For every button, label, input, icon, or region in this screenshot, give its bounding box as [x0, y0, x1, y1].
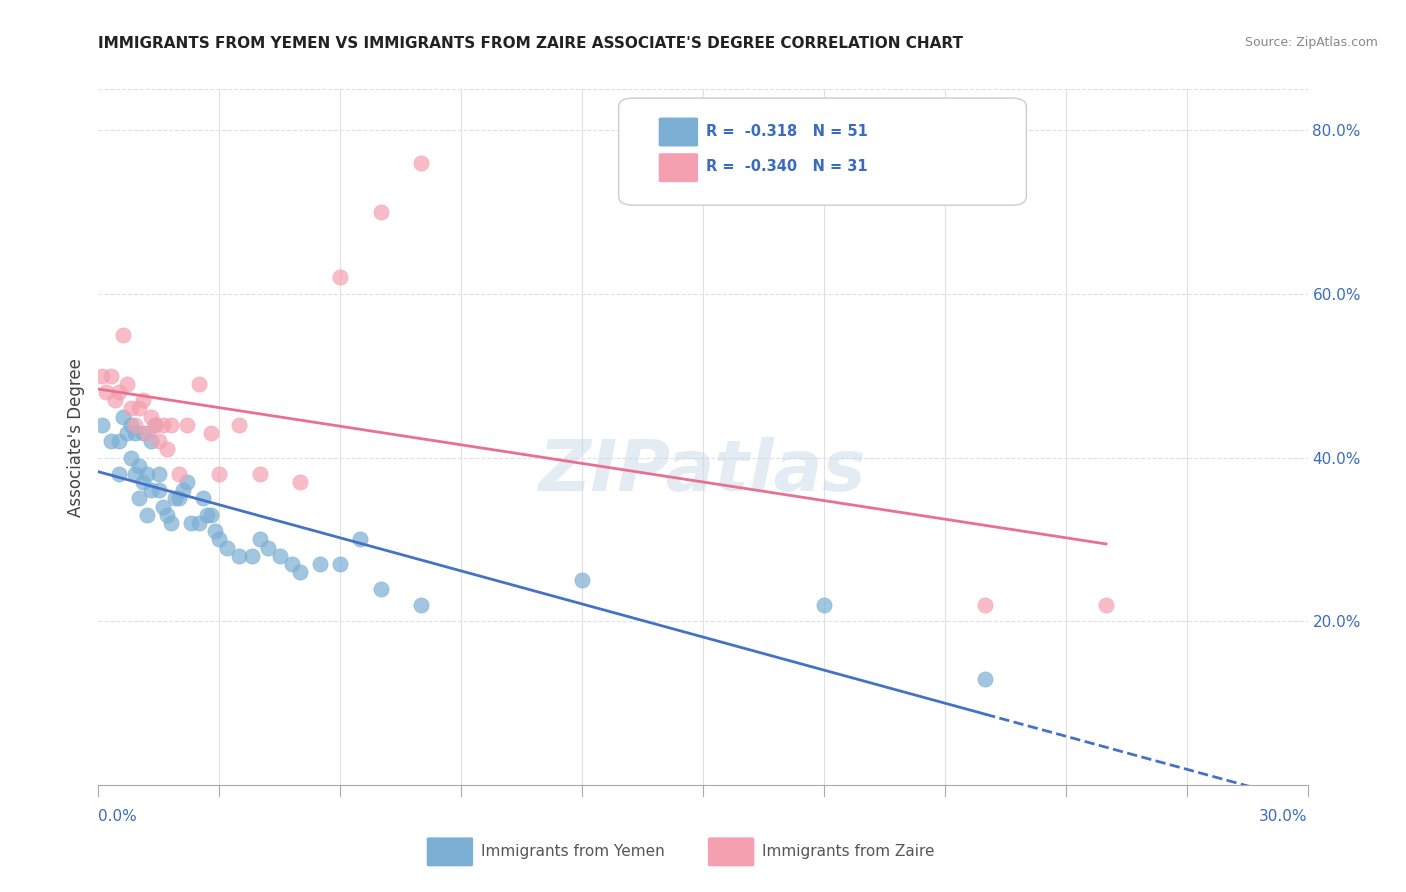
Point [148, 434, 170, 449]
Point [974, 672, 997, 686]
Point [172, 483, 194, 498]
Point [188, 516, 211, 530]
Point [152, 417, 174, 432]
Point [100, 368, 122, 383]
Text: ZIPatlas: ZIPatlas [540, 437, 866, 507]
Point [139, 434, 162, 449]
Text: Immigrants from Zaire: Immigrants from Zaire [762, 845, 935, 859]
Point [176, 417, 198, 432]
Point [132, 393, 155, 408]
Text: R =  -0.340   N = 31: R = -0.340 N = 31 [706, 160, 868, 174]
Point [1095, 598, 1118, 612]
Point [120, 401, 142, 416]
Point [409, 156, 432, 170]
Point [124, 417, 146, 432]
Point [135, 425, 157, 440]
Point [139, 483, 162, 498]
Point [195, 508, 218, 522]
Point [208, 533, 231, 547]
Point [143, 417, 166, 432]
Point [974, 598, 997, 612]
Point [813, 598, 835, 612]
Point [228, 417, 250, 432]
Point [128, 401, 150, 416]
Point [103, 393, 125, 408]
Point [288, 475, 311, 489]
Point [228, 549, 250, 563]
Point [152, 500, 174, 514]
Point [208, 467, 231, 481]
Point [128, 491, 150, 506]
Point [111, 327, 134, 342]
Y-axis label: Associate's Degree: Associate's Degree [66, 358, 84, 516]
Point [180, 516, 202, 530]
Point [204, 524, 226, 539]
Point [288, 565, 311, 579]
Point [269, 549, 291, 563]
Text: IMMIGRANTS FROM YEMEN VS IMMIGRANTS FROM ZAIRE ASSOCIATE'S DEGREE CORRELATION CH: IMMIGRANTS FROM YEMEN VS IMMIGRANTS FROM… [98, 36, 963, 51]
Point [124, 425, 146, 440]
Point [349, 533, 371, 547]
Point [200, 425, 222, 440]
Text: 30.0%: 30.0% [1260, 809, 1308, 823]
Point [188, 376, 211, 391]
Point [240, 549, 263, 563]
Text: 0.0%: 0.0% [98, 809, 138, 823]
Text: Immigrants from Yemen: Immigrants from Yemen [481, 845, 665, 859]
Point [256, 541, 278, 555]
Point [370, 205, 392, 219]
Point [156, 508, 179, 522]
Point [135, 508, 157, 522]
Point [176, 475, 198, 489]
Point [160, 516, 183, 530]
Point [115, 376, 138, 391]
Point [107, 385, 129, 400]
Point [132, 475, 155, 489]
Point [329, 270, 352, 285]
Point [91, 368, 114, 383]
Point [120, 417, 142, 432]
Point [111, 409, 134, 424]
Point [249, 533, 271, 547]
Point [91, 417, 114, 432]
Point [115, 425, 138, 440]
Point [200, 508, 222, 522]
Point [124, 467, 146, 481]
Point [193, 491, 215, 506]
Point [571, 574, 593, 588]
Text: R =  -0.318   N = 51: R = -0.318 N = 51 [706, 124, 868, 138]
Point [107, 467, 129, 481]
Text: Source: ZipAtlas.com: Source: ZipAtlas.com [1244, 36, 1378, 49]
Point [217, 541, 239, 555]
Point [128, 458, 150, 473]
Point [100, 434, 122, 449]
Point [281, 557, 304, 571]
Point [167, 491, 190, 506]
Point [309, 557, 332, 571]
Point [107, 434, 129, 449]
Point [409, 598, 432, 612]
Point [135, 467, 157, 481]
Point [167, 467, 190, 481]
Point [143, 417, 166, 432]
Point [148, 483, 170, 498]
Point [160, 417, 183, 432]
Point [329, 557, 352, 571]
Point [139, 409, 162, 424]
Point [156, 442, 179, 457]
Point [370, 582, 392, 596]
Point [148, 467, 170, 481]
Point [132, 425, 155, 440]
Point [163, 491, 186, 506]
Point [120, 450, 142, 465]
Point [96, 385, 118, 400]
Point [249, 467, 271, 481]
